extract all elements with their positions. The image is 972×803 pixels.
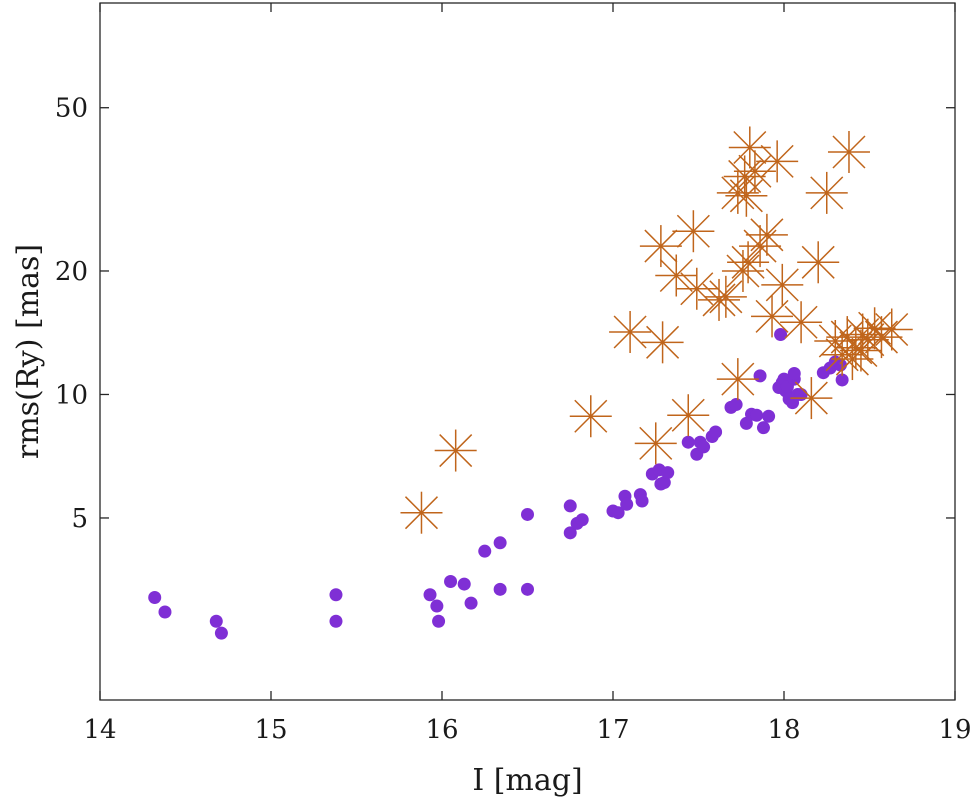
data-point xyxy=(521,507,534,521)
data-point-asterisk xyxy=(805,171,848,214)
data-point xyxy=(635,494,649,508)
y-tick-label: 5 xyxy=(71,504,88,534)
data-point xyxy=(493,536,507,550)
data-point xyxy=(657,476,671,490)
data-point xyxy=(563,499,577,513)
data-point xyxy=(794,387,808,401)
data-point-asterisk xyxy=(569,395,612,438)
axis-ticks: 14 15 16 17 18 19 5 10 20 50 xyxy=(55,3,972,745)
y-tick-label: 10 xyxy=(55,380,88,410)
data-point xyxy=(521,582,534,596)
y-axis-title: rms(Ry) [mas] xyxy=(11,244,46,459)
data-point xyxy=(423,588,437,602)
data-point xyxy=(464,596,478,610)
data-point-asterisk xyxy=(698,278,741,321)
data-point xyxy=(214,626,228,640)
data-point xyxy=(709,425,723,439)
x-tick-label: 14 xyxy=(83,715,116,745)
data-point-asterisk xyxy=(716,358,759,401)
data-point-asterisk xyxy=(655,254,698,297)
data-point-asterisk xyxy=(756,140,799,183)
data-point xyxy=(493,582,507,596)
data-point xyxy=(432,614,446,628)
data-point-asterisk xyxy=(725,174,768,217)
y-tick-label: 50 xyxy=(55,94,88,124)
data-point-asterisk xyxy=(860,316,903,359)
data-point-asterisk xyxy=(675,267,718,310)
data-point-asterisk xyxy=(733,150,776,193)
data-point xyxy=(457,577,471,591)
series-0 xyxy=(148,328,849,640)
data-point-asterisk xyxy=(827,130,870,173)
data-point-asterisk xyxy=(870,308,913,351)
data-point xyxy=(729,398,743,412)
x-tick-label: 17 xyxy=(596,715,629,745)
data-point-asterisk xyxy=(739,225,782,268)
data-point xyxy=(681,435,695,449)
y-tick-label: 20 xyxy=(55,257,88,287)
data-point-asterisk xyxy=(716,171,759,214)
data-point xyxy=(835,373,849,387)
data-point-asterisk xyxy=(761,263,804,306)
data-point xyxy=(148,590,162,604)
data-point xyxy=(787,366,801,380)
data-point-asterisk xyxy=(780,301,823,344)
x-tick-label: 19 xyxy=(938,715,971,745)
data-point-asterisk xyxy=(751,295,794,338)
data-point xyxy=(750,408,764,422)
data-point xyxy=(575,513,589,527)
x-tick-label: 15 xyxy=(254,715,287,745)
data-point-asterisk xyxy=(727,241,770,284)
data-point-asterisk xyxy=(400,491,443,534)
x-tick-label: 18 xyxy=(767,715,800,745)
data-point xyxy=(329,614,343,628)
data-point xyxy=(762,409,776,423)
data-point xyxy=(774,328,788,342)
data-point-asterisk xyxy=(434,429,477,472)
data-marks xyxy=(148,126,913,640)
data-point-asterisk xyxy=(745,213,788,256)
data-point-asterisk xyxy=(790,377,833,420)
data-point-asterisk xyxy=(672,210,715,253)
data-point xyxy=(209,614,223,628)
data-point xyxy=(478,544,492,558)
data-point xyxy=(753,369,767,383)
data-point xyxy=(661,466,675,480)
x-axis-title: I [mag] xyxy=(472,763,582,798)
data-point xyxy=(158,605,172,619)
data-point-asterisk xyxy=(797,241,840,284)
data-point-asterisk xyxy=(641,321,684,364)
data-point xyxy=(444,575,458,589)
data-point-asterisk xyxy=(667,394,710,437)
series-1 xyxy=(400,126,913,534)
data-point-asterisk xyxy=(728,126,771,169)
data-point xyxy=(611,506,625,520)
data-point xyxy=(620,497,634,511)
data-point xyxy=(756,421,770,435)
data-point-asterisk xyxy=(609,311,652,354)
data-point xyxy=(697,440,711,454)
data-point-asterisk xyxy=(634,422,677,465)
data-point-asterisk xyxy=(704,275,747,318)
data-point xyxy=(563,526,577,540)
x-tick-label: 16 xyxy=(425,715,458,745)
data-point xyxy=(329,588,343,602)
data-point-asterisk xyxy=(853,307,896,350)
data-point xyxy=(430,599,444,613)
